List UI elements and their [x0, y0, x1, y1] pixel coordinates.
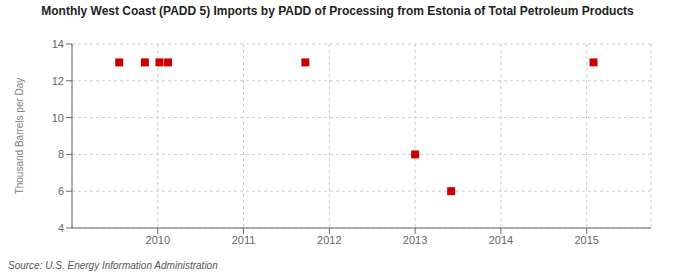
- svg-text:2014: 2014: [489, 234, 513, 246]
- svg-text:6: 6: [58, 185, 64, 197]
- html-text:Monthly West Coast (PADD 5) Im: Monthly West Coast (PADD 5) Imports by P…: [41, 4, 634, 18]
- svg-text:2011: 2011: [232, 234, 256, 246]
- svg-text:4: 4: [58, 222, 64, 234]
- html-text:Source: U.S. Energy Informatio: Source: U.S. Energy Information Administ…: [8, 260, 218, 271]
- svg-text:2013: 2013: [403, 234, 427, 246]
- svg-text:14: 14: [52, 38, 64, 50]
- svg-text:10: 10: [52, 112, 64, 124]
- svg-text:8: 8: [58, 148, 64, 160]
- svg-text:2015: 2015: [574, 234, 598, 246]
- svg-text:2010: 2010: [146, 234, 170, 246]
- svg-text:2012: 2012: [317, 234, 341, 246]
- svg-text:12: 12: [52, 75, 64, 87]
- svg-text:Thousand Barrels per Day: Thousand Barrels per Day: [14, 78, 25, 195]
